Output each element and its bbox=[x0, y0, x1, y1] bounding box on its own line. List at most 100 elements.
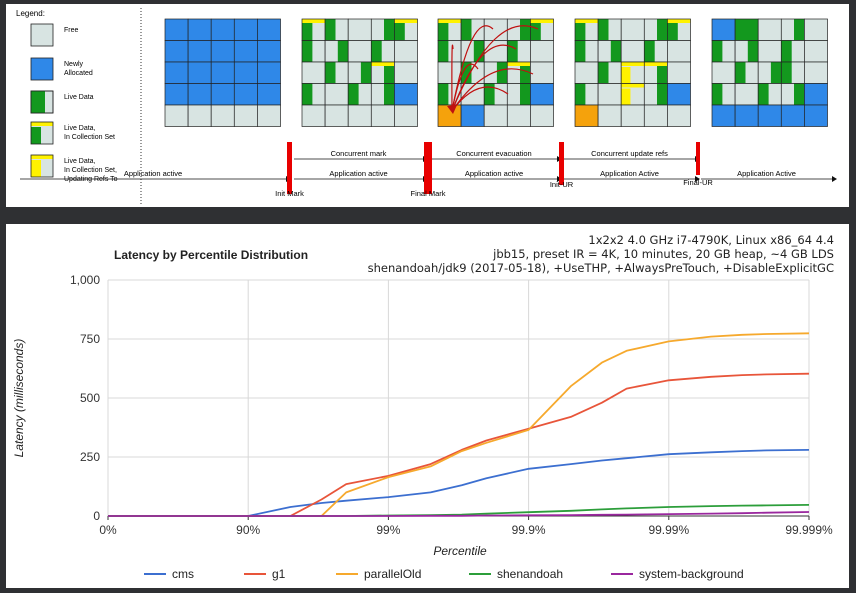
y-tick-label: 500 bbox=[80, 391, 100, 405]
heap-region bbox=[620, 18, 645, 41]
y-axis-label: Latency (milliseconds) bbox=[12, 339, 26, 458]
chart-subtitle-3: shenandoah/jdk9 (2017-05-18), +UseTHP, +… bbox=[368, 261, 834, 275]
y-tick-label: 0 bbox=[93, 509, 100, 523]
timeline-arrow-head bbox=[832, 176, 837, 182]
legend-entry-shenandoah: shenandoah bbox=[469, 567, 563, 581]
x-axis-ticks: 0% 90% 99% 99.9% 99.99% 99.999% bbox=[99, 516, 833, 537]
heap-region bbox=[506, 83, 531, 106]
heap-region bbox=[711, 104, 736, 127]
legend-entry-system-background: system-background bbox=[611, 567, 744, 581]
heap-region bbox=[667, 61, 691, 84]
series-line-g1 bbox=[108, 372, 810, 517]
heap-region bbox=[780, 61, 805, 84]
chart-title: Latency by Percentile Distribution bbox=[114, 248, 308, 262]
heap-region bbox=[394, 104, 418, 127]
heap-region bbox=[187, 61, 212, 84]
gc-phases-svg: Legend: Free Newly Allocated Live Data Live … bbox=[16, 8, 837, 204]
chart-subtitle-1: 1x2x2 4.0 GHz i7-4790K, Linux x86_64 4.4 bbox=[588, 233, 834, 247]
phase-label: Application active bbox=[124, 169, 182, 178]
heap-region bbox=[187, 40, 212, 63]
heap-region bbox=[734, 18, 759, 41]
legend-swatch bbox=[30, 57, 54, 81]
heap-region bbox=[530, 104, 554, 127]
heap-region bbox=[347, 18, 372, 41]
legend-label: Newly bbox=[64, 61, 84, 68]
legend-label: In Collection Set, bbox=[64, 167, 117, 174]
phase-label: Application Active bbox=[600, 169, 659, 178]
heap-region bbox=[667, 83, 691, 106]
heap-region bbox=[804, 83, 828, 106]
heap-region bbox=[643, 83, 668, 106]
heap-region bbox=[324, 18, 349, 41]
heap-region bbox=[483, 61, 508, 84]
latency-chart-panel: Latency by Percentile Distribution 1x2x2… bbox=[6, 224, 849, 588]
legend-swatch-live bbox=[31, 91, 45, 113]
heap-region bbox=[780, 83, 805, 106]
heap-region bbox=[187, 104, 212, 127]
legend-label: Updating Refs To bbox=[64, 176, 118, 183]
series-line-parallelOld bbox=[108, 332, 810, 517]
heap-region bbox=[574, 40, 599, 63]
y-tick-label: 1,000 bbox=[70, 273, 100, 287]
x-axis-label: Percentile bbox=[433, 544, 487, 558]
heap-region bbox=[620, 104, 645, 127]
heap-region bbox=[711, 61, 736, 84]
heap-region bbox=[667, 104, 691, 127]
heap-region bbox=[301, 104, 326, 127]
heap-region bbox=[643, 18, 668, 41]
heap-region bbox=[301, 18, 326, 41]
heap-region bbox=[711, 83, 736, 106]
heap-region bbox=[620, 61, 645, 84]
heap-region bbox=[734, 40, 759, 63]
heap-region bbox=[210, 61, 235, 84]
legend-entry-g1: g1 bbox=[244, 567, 286, 581]
reference-arrow bbox=[451, 63, 479, 112]
heap-region bbox=[483, 104, 508, 127]
heap-region bbox=[324, 61, 349, 84]
legend-label: system-background bbox=[639, 567, 744, 581]
pause-barrier bbox=[287, 142, 292, 194]
heap-region bbox=[597, 18, 622, 41]
heap-region bbox=[394, 18, 418, 41]
legend-entry-parallelOld: parallelOld bbox=[336, 567, 421, 581]
heap-region bbox=[757, 18, 782, 41]
pause-barrier bbox=[696, 142, 700, 175]
legend-label: In Collection Set bbox=[64, 134, 115, 141]
heap-region bbox=[620, 40, 645, 63]
heap-region bbox=[257, 83, 281, 106]
legend-label: parallelOld bbox=[364, 567, 421, 581]
x-tick-label: 0% bbox=[99, 523, 117, 537]
heap-region bbox=[506, 18, 531, 41]
heap-region bbox=[437, 61, 462, 84]
heap-region bbox=[187, 18, 212, 41]
heap-region bbox=[506, 61, 531, 84]
heap-region bbox=[347, 61, 372, 84]
heap-region bbox=[233, 83, 258, 106]
heap-region bbox=[734, 61, 759, 84]
reference-arrow bbox=[451, 68, 534, 112]
heap-region bbox=[804, 40, 828, 63]
series-line-cms bbox=[108, 449, 810, 517]
heap-region bbox=[667, 40, 691, 63]
heap-region bbox=[164, 18, 189, 41]
heap-region bbox=[394, 61, 418, 84]
legend-label: Live Data bbox=[64, 94, 94, 101]
heap-region bbox=[780, 18, 805, 41]
gridlines bbox=[107, 279, 810, 516]
phase-label: Application Active bbox=[737, 169, 796, 178]
legend-label: cms bbox=[172, 567, 194, 581]
heap-region bbox=[734, 83, 759, 106]
heap-region bbox=[620, 83, 645, 106]
heap-region bbox=[233, 18, 258, 41]
heap-region bbox=[164, 40, 189, 63]
pause-barrier bbox=[424, 142, 432, 194]
heap-region bbox=[667, 18, 691, 41]
heap-region bbox=[164, 61, 189, 84]
legend-item-refs: Live Data, In Collection Set, Updating Ref… bbox=[30, 154, 118, 183]
heap-region bbox=[460, 104, 485, 127]
arrow-head bbox=[447, 105, 457, 114]
heap-region bbox=[370, 40, 395, 63]
y-axis-ticks: 0 250 500 750 1,000 bbox=[70, 273, 100, 523]
timeline-arrow-head bbox=[695, 176, 700, 182]
heap-region bbox=[187, 83, 212, 106]
